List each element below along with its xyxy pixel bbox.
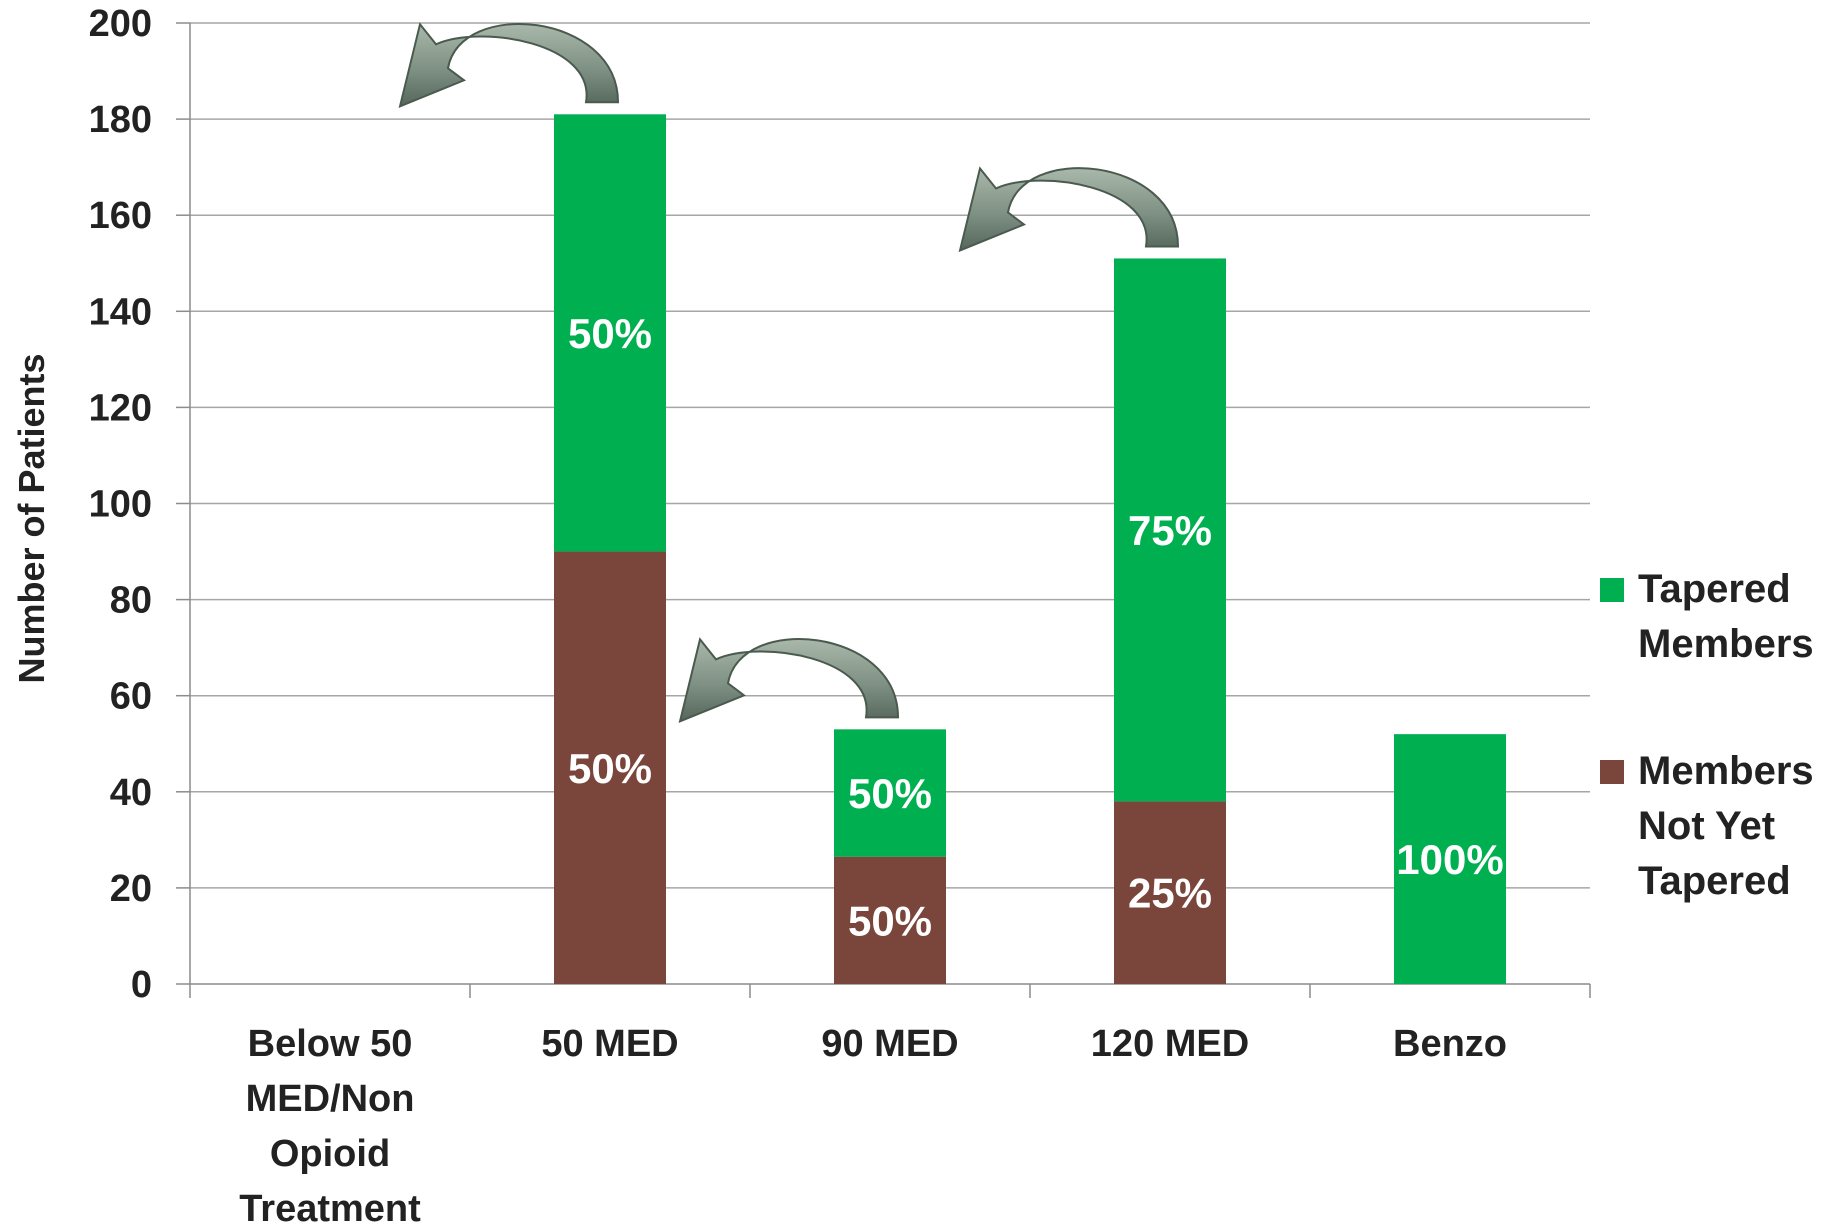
- legend-swatch: [1600, 578, 1624, 602]
- y-tick-label: 20: [110, 868, 152, 910]
- y-tick-label: 40: [110, 772, 152, 814]
- y-tick-label: 180: [89, 99, 152, 141]
- bar-segment: [834, 856, 946, 984]
- y-tick-label: 60: [110, 676, 152, 718]
- bar-data-label: 50%: [848, 897, 932, 944]
- x-tick-label: Below 50: [248, 1023, 413, 1065]
- x-tick-label: MED/Non: [246, 1078, 415, 1120]
- grid-lines: [190, 22, 1590, 889]
- x-tick-label: 90 MED: [821, 1023, 958, 1065]
- legend: Tapered Members Members Not Yet Tapered: [1600, 567, 1814, 903]
- x-tick-label: 120 MED: [1091, 1023, 1249, 1065]
- bar-data-label: 50%: [568, 745, 652, 792]
- arrows: [398, 22, 1180, 723]
- curved-arrow-icon: [678, 637, 900, 723]
- bar-segment: [554, 114, 666, 552]
- legend-label: Members: [1638, 749, 1814, 793]
- bar-data-label: 75%: [1128, 507, 1212, 554]
- bar-data-label: 25%: [1128, 870, 1212, 917]
- bars: [554, 114, 1506, 984]
- x-tick-label: Benzo: [1393, 1023, 1507, 1065]
- y-tick-label: 0: [131, 964, 152, 1006]
- bar-data-label: 100%: [1396, 836, 1503, 883]
- bar-segment: [1114, 801, 1226, 984]
- y-axis-title: Number of Patients: [11, 353, 52, 683]
- bar-segment: [1394, 734, 1506, 984]
- bar-data-label: 50%: [848, 770, 932, 817]
- bar-segment: [554, 551, 666, 984]
- bar-data-label: 50%: [568, 310, 652, 357]
- y-tick-label: 160: [89, 195, 152, 237]
- bar-segment: [834, 729, 946, 857]
- legend-label: Members: [1638, 622, 1814, 666]
- y-tick-label: 120: [89, 387, 152, 429]
- x-tick-label: Treatment: [239, 1188, 421, 1222]
- y-tick-label: 140: [89, 291, 152, 333]
- legend-label: Tapered: [1638, 859, 1791, 903]
- curved-arrow-icon: [398, 22, 620, 108]
- y-tick-label: 80: [110, 580, 152, 622]
- labels: 0 20 40 60 80 100 120 140 160 180 200 Number of Pat…: [11, 3, 1507, 1222]
- legend-swatch: [1600, 760, 1624, 784]
- bar-segment: [1114, 258, 1226, 802]
- y-tick-label: 100: [89, 484, 152, 526]
- legend-label: Not Yet: [1638, 804, 1775, 848]
- curved-arrow-icon: [958, 166, 1180, 253]
- x-tick-label: Opioid: [270, 1133, 390, 1175]
- x-tick-label: 50 MED: [541, 1023, 678, 1065]
- legend-label: Tapered: [1638, 567, 1791, 611]
- y-tick-label: 200: [89, 3, 152, 45]
